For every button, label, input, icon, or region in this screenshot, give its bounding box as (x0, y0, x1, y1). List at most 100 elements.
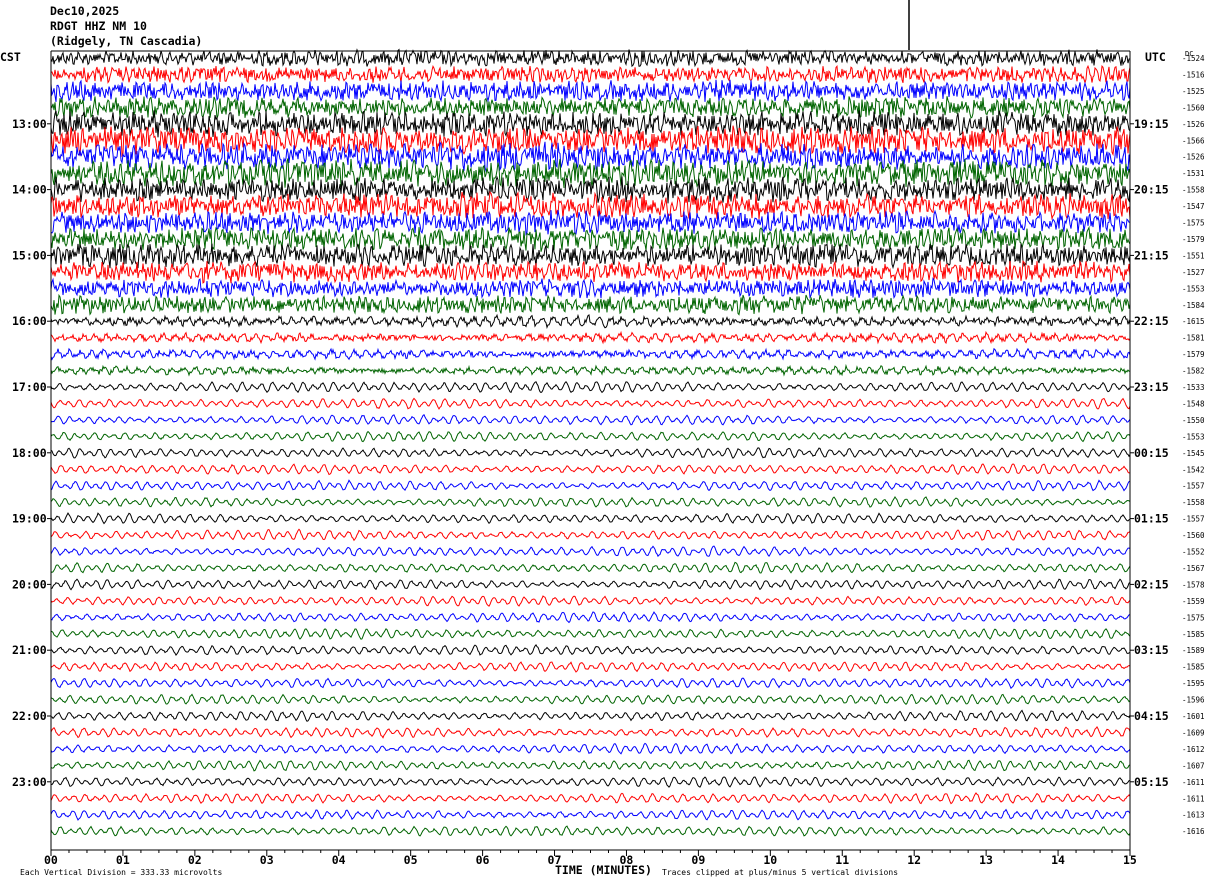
dc-offset-label: -1585 (1182, 630, 1205, 639)
seismic-trace (50, 110, 1131, 138)
dc-offset-label: -1612 (1182, 745, 1205, 754)
seismic-trace (50, 293, 1131, 316)
seismic-trace (50, 463, 1131, 476)
left-hour-label: 13:00 (12, 117, 47, 131)
left-hour-label: 14:00 (12, 183, 47, 197)
dc-offset-label: -1531 (1182, 169, 1205, 178)
seismic-trace (50, 64, 1131, 85)
seismic-trace (50, 709, 1131, 722)
seismic-trace (50, 479, 1131, 492)
x-tick-label: 05 (404, 853, 418, 867)
dc-offset-label: -1525 (1182, 87, 1205, 96)
x-tick-label: 02 (188, 853, 202, 867)
dc-offset-label: -1589 (1182, 646, 1205, 655)
x-tick-label: 10 (763, 853, 777, 867)
dc-offset-label: -1581 (1182, 334, 1205, 343)
seismic-trace (50, 825, 1131, 837)
dc-offset-label: -1601 (1182, 712, 1205, 721)
dc-offset-label: -1585 (1182, 663, 1205, 672)
seismic-trace (50, 381, 1131, 394)
x-tick-label: 09 (691, 853, 705, 867)
right-hour-label: 00:15 (1134, 446, 1169, 460)
vertical-division-note: Each Vertical Division = 333.33 microvol… (20, 868, 223, 877)
seismic-trace (50, 277, 1131, 300)
right-hour-label: 04:15 (1134, 709, 1169, 723)
seismic-trace (50, 661, 1131, 673)
dc-offset-label: -1524 (1182, 54, 1205, 63)
seismic-trace (50, 48, 1131, 68)
seismic-trace (50, 414, 1131, 426)
dc-offset-label: -1595 (1182, 679, 1205, 688)
dc-offset-label: -1566 (1182, 136, 1205, 145)
seismic-trace (50, 628, 1131, 640)
x-tick-label: 11 (835, 853, 849, 867)
seismic-trace (50, 595, 1131, 607)
dc-offset-label: -1527 (1182, 268, 1205, 277)
seismic-trace (50, 225, 1131, 252)
right-hour-label: 02:15 (1134, 577, 1169, 591)
dc-offset-label: -1611 (1182, 778, 1205, 787)
seismic-trace (50, 677, 1131, 690)
seismic-trace (50, 528, 1131, 542)
dc-offset-label: -1551 (1182, 251, 1205, 260)
seismic-trace (50, 545, 1131, 558)
dc-offset-label: -1553 (1182, 284, 1205, 293)
right-hour-label: 20:15 (1134, 183, 1169, 197)
right-timezone-label: UTC (1145, 50, 1166, 64)
seismic-trace (50, 330, 1131, 345)
x-tick-label: 14 (1051, 853, 1065, 867)
dc-offset-label: -1533 (1182, 383, 1205, 392)
station-id: RDGT HHZ NM 10 (50, 19, 147, 33)
dc-offset-label: -1516 (1182, 70, 1205, 79)
seismic-trace (50, 742, 1131, 755)
seismic-trace (50, 561, 1131, 574)
right-hour-label: 21:15 (1134, 248, 1169, 262)
dc-offset-label: -1609 (1182, 728, 1205, 737)
left-hour-label: 16:00 (12, 314, 47, 328)
seismic-trace (50, 313, 1131, 329)
seismic-trace (50, 792, 1131, 805)
seismic-trace (50, 578, 1131, 591)
dc-offset-label: -1579 (1182, 350, 1205, 359)
x-tick-label: 00 (44, 853, 58, 867)
x-tick-label: 06 (476, 853, 490, 867)
dc-offset-label: -1560 (1182, 531, 1205, 540)
dc-offset-label: -1575 (1182, 613, 1205, 622)
left-hour-label: 19:00 (12, 512, 47, 526)
seismic-trace (50, 260, 1131, 284)
seismic-trace (50, 79, 1131, 103)
x-tick-label: 04 (332, 853, 346, 867)
clip-note: Traces clipped at plus/minus 5 vertical … (662, 868, 899, 877)
dc-offset-label: -1557 (1182, 515, 1205, 524)
dc-offset-label: -1578 (1182, 580, 1205, 589)
seismic-trace (50, 175, 1131, 204)
left-timezone-label: CST (0, 50, 21, 64)
x-tick-label: 01 (116, 853, 130, 867)
left-hour-label: 15:00 (12, 248, 47, 262)
dc-offset-label: -1584 (1182, 301, 1205, 310)
left-hour-label: 18:00 (12, 446, 47, 460)
seismic-trace (50, 447, 1131, 459)
seismic-trace (50, 397, 1131, 410)
seismic-trace (50, 363, 1131, 377)
dc-offset-label: -1547 (1182, 202, 1205, 211)
dc-offset-label: -1526 (1182, 120, 1205, 129)
seismic-trace (50, 209, 1131, 236)
dc-offset-label: -1558 (1182, 186, 1205, 195)
left-hour-label: 21:00 (12, 643, 47, 657)
seismic-trace (50, 347, 1131, 361)
x-tick-label: 13 (979, 853, 993, 867)
dc-offset-label: -1545 (1182, 449, 1205, 458)
dc-offset-label: -1575 (1182, 219, 1205, 228)
plot-date: Dec10,2025 (50, 4, 120, 18)
seismic-trace (50, 242, 1131, 270)
dc-offset-label: -1542 (1182, 465, 1205, 474)
right-hour-label: 01:15 (1134, 512, 1169, 526)
dc-offset-label: -1548 (1182, 399, 1205, 408)
dc-offset-label: -1560 (1182, 103, 1205, 112)
x-tick-label: 08 (619, 853, 633, 867)
station-location: (Ridgely, TN Cascadia) (50, 34, 203, 48)
x-axis-label: TIME (MINUTES) (555, 863, 652, 877)
seismic-trace (50, 611, 1131, 624)
